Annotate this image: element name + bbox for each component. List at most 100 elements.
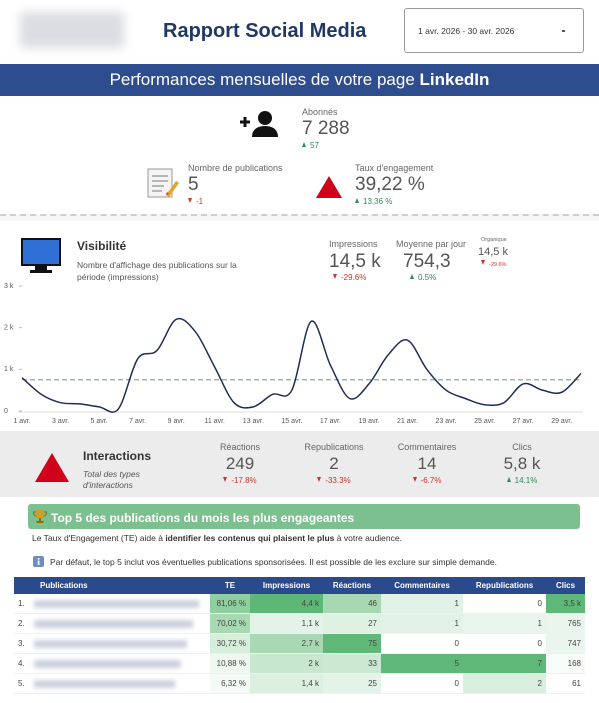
section-description: Nombre d'affichage des publications sur … [77, 260, 237, 282]
value-cell: 33 [323, 653, 381, 674]
kpi-delta: 13,36 % [355, 197, 392, 206]
metric-value: 14 [417, 454, 437, 473]
value-cell: 0 [463, 633, 546, 654]
top5-table: Publications TE Impressions Réactions Commen… [14, 577, 585, 694]
header-cell[interactable]: Commentaires [381, 577, 463, 594]
separator [0, 214, 599, 221]
date-dropdown[interactable]: 1 avr. 2026 - 30 avr. 2026 [404, 8, 584, 53]
report-title: Rapport Social Media [163, 20, 367, 42]
table-row: 4. 10,88 % 2 k 33 5 7 168 [14, 653, 585, 674]
table-body: 1. 81,06 % 4,4 k 46 1 0 3,5 k 2. 70,02 % 1,1 k 27 1… [14, 594, 585, 694]
value-cell: 0 [381, 633, 463, 654]
logo-blurred [20, 12, 124, 48]
metric-value: 14,5 k [478, 246, 508, 258]
x-tick-label: 19 avr. [358, 418, 379, 425]
header-cell[interactable]: Republications [463, 577, 546, 594]
metric-value: 2 [329, 454, 339, 473]
top5-intro: Le Taux d'Engagement (TE) aide à identif… [32, 533, 402, 543]
banner-text: Performances mensuelles de votre page [109, 70, 420, 89]
publication-blurred [34, 599, 199, 608]
value-cell: 7 [463, 653, 546, 674]
x-tick-label: 3 avr. [52, 418, 69, 425]
publication-blurred [34, 679, 175, 688]
intro-text: Le Taux d'Engagement (TE) aide à [32, 533, 166, 543]
header-cell[interactable]: TE [210, 577, 250, 594]
date-range: 1 avr. 2026 - 30 avr. 2026 [418, 26, 515, 36]
publication-cell [30, 594, 210, 614]
value-cell: 5 [381, 653, 463, 674]
metric-delta: -29.6% [481, 260, 506, 268]
value-cell: 2 [463, 673, 546, 694]
value-cell: 81,06 % [210, 594, 250, 614]
value-cell: 1,4 k [250, 673, 323, 694]
section-title: Visibilité [77, 239, 127, 253]
metric-value: 249 [225, 454, 255, 473]
publication-blurred [34, 619, 193, 628]
visibility-chart: 0 1 k 2 k 3 k 1 avr. 3 avr. 5 avr. 7 avr. 9 avr.… [4, 283, 583, 425]
kpi-delta: -1 [188, 197, 203, 206]
value-cell: 0 [381, 673, 463, 694]
value-cell: 30,72 % [210, 633, 250, 654]
engagement-icon [316, 176, 342, 198]
metric-value: 5,8 k [503, 454, 541, 473]
publications-icon [147, 168, 179, 198]
x-tick-label: 27 avr. [513, 418, 534, 425]
value-cell: 1,1 k [250, 613, 323, 634]
value-cell: 747 [546, 633, 585, 654]
value-cell: 0 [463, 594, 546, 614]
x-tick-label: 23 avr. [436, 418, 457, 425]
top5-note: Par défaut, le top 5 inclut vos éventuel… [50, 557, 497, 567]
value-cell: 25 [323, 673, 381, 694]
header-cell[interactable]: Réactions [323, 577, 381, 594]
rank-cell: 3. [14, 633, 30, 654]
publication-cell [30, 653, 210, 674]
metric-label: Organique [481, 237, 507, 243]
interactions-panel [0, 431, 599, 497]
value-cell: 46 [323, 594, 381, 614]
header-cell[interactable]: Publications [30, 577, 210, 594]
value-cell: 1 [381, 594, 463, 614]
rank-cell: 2. [14, 613, 30, 634]
value-cell: 10,88 % [210, 653, 250, 674]
header-cell[interactable]: Clics [546, 577, 585, 594]
value-cell: 1 [463, 613, 546, 634]
intro-bold: identifier les contenus qui plaisent le … [165, 533, 335, 543]
table-row: 5. 6,32 % 1,4 k 25 0 2 61 [14, 673, 585, 694]
metric-label: Impressions [329, 239, 378, 249]
metric-label: Commentaires [397, 442, 457, 452]
metric-delta: -29.6% [333, 273, 366, 282]
rank-cell: 5. [14, 673, 30, 694]
value-cell: 75 [323, 633, 381, 654]
dropdown-caret [562, 30, 565, 32]
metric-label: Réactions [219, 442, 261, 452]
rank-cell: 1. [14, 594, 30, 614]
publication-blurred [34, 639, 187, 648]
metric-delta: 14.1% [467, 476, 577, 485]
kpi-delta: 57 [302, 141, 319, 150]
publication-cell [30, 613, 210, 634]
publication-cell [30, 633, 210, 654]
value-cell: 2 k [250, 653, 323, 674]
metric-label: Moyenne par jour [396, 239, 467, 249]
publication-blurred [34, 659, 181, 668]
banner: Performances mensuelles de votre page Li… [0, 64, 599, 96]
section-subtitle: Total des types d'interactions [83, 469, 140, 490]
x-tick-label: 9 avr. [168, 418, 185, 425]
publication-cell [30, 673, 210, 694]
x-tick-label: 13 avr. [243, 418, 264, 425]
value-cell: 70,02 % [210, 613, 250, 634]
value-cell: 61 [546, 673, 585, 694]
value-cell: 3,5 k [546, 594, 585, 614]
metric-delta: -17.8% [185, 476, 295, 485]
follower-icon [240, 111, 278, 137]
metric-value: 14,5 k [329, 251, 381, 272]
value-cell: 765 [546, 613, 585, 634]
top5-banner [28, 504, 580, 529]
kpi-value: 7 288 [302, 118, 350, 139]
kpi-value: 5 [188, 174, 199, 195]
kpi-value: 39,22 % [355, 174, 425, 195]
banner-bold: LinkedIn [419, 70, 490, 89]
header-cell[interactable]: Impressions [250, 577, 323, 594]
